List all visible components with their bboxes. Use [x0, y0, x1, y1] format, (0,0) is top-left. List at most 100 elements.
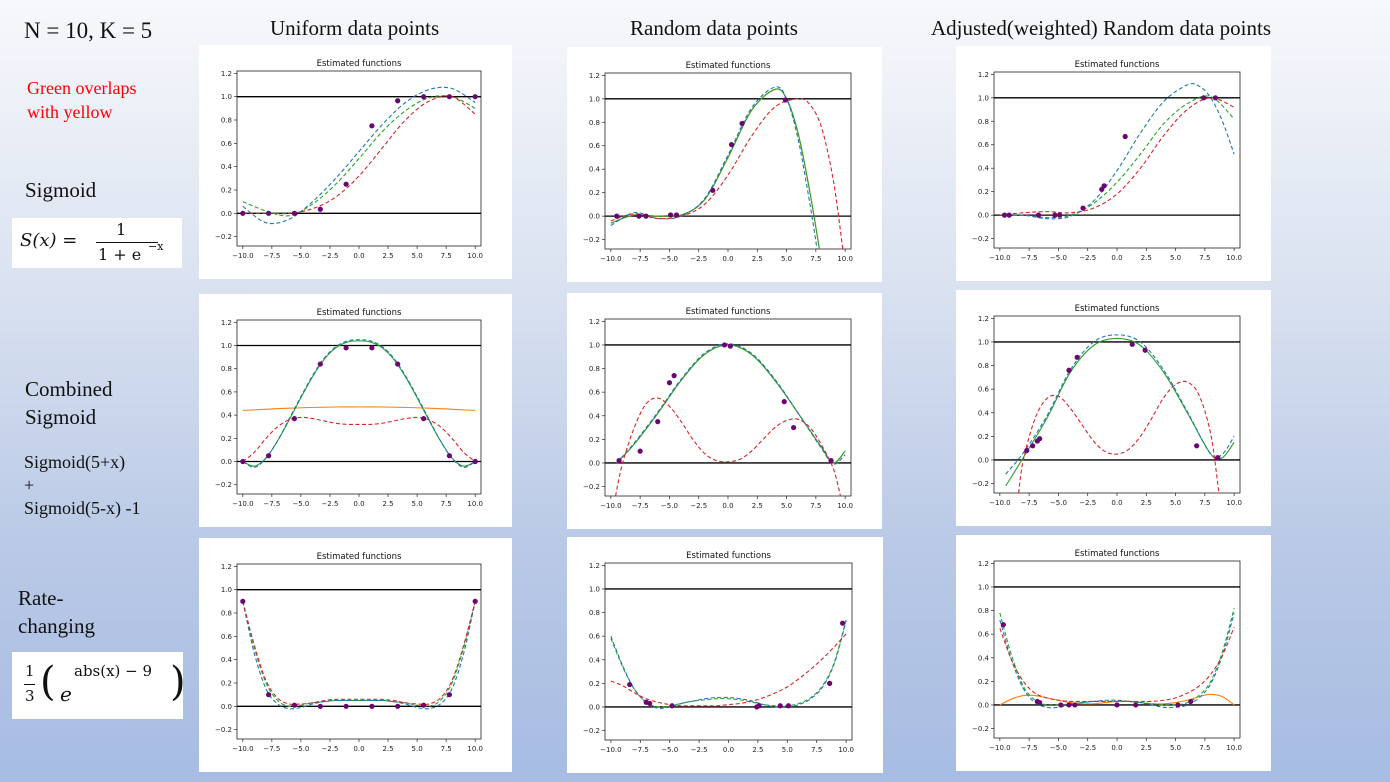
y-tick-label: 0.4: [589, 166, 601, 174]
x-tick-label: −5.0: [1050, 744, 1067, 752]
series-green-line: [999, 95, 1235, 219]
series-blue-line: [242, 86, 476, 225]
plot-area: [237, 86, 481, 225]
y-tick-label: 1.2: [221, 563, 232, 571]
y-tick-label: 0.6: [221, 388, 233, 396]
data-point: [721, 342, 728, 348]
x-tick-label: −10.0: [989, 499, 1010, 507]
x-tick-label: 10.0: [467, 500, 483, 508]
chart-title: Estimated functions: [317, 59, 402, 69]
sigmoid-formula-exp: −x: [148, 240, 164, 253]
rate-formula-exp: abs(x) − 9: [74, 662, 153, 680]
data-point: [1114, 702, 1120, 708]
data-point: [1000, 622, 1006, 628]
data-point: [655, 419, 661, 425]
x-tick-label: −10.0: [232, 500, 253, 508]
chart-title: Estimated functions: [686, 551, 771, 561]
overlap-note-line2: with yellow: [27, 102, 113, 122]
rate-paren-left: (: [40, 659, 56, 705]
plot-area: [994, 334, 1240, 493]
data-point: [446, 453, 452, 459]
y-tick-label: 0.8: [221, 117, 232, 125]
plot-area: [237, 589, 481, 710]
x-tick-label: −7.5: [632, 502, 649, 510]
data-point: [1122, 133, 1128, 140]
x-tick-label: 2.5: [1141, 499, 1152, 507]
y-tick-label: 0.2: [589, 189, 600, 197]
chart-combined-random: Estimated functions −10.0 −7.5 −5.0 −2.5 0.0 2…: [567, 293, 882, 529]
series-blue-line: [1005, 334, 1235, 475]
y-tick-label: 0.2: [589, 436, 600, 444]
y-tick-label: −0.2: [972, 725, 989, 733]
data-point: [317, 703, 323, 709]
x-tick-label: −2.5: [690, 255, 707, 263]
data-point: [266, 453, 272, 459]
data-point: [446, 94, 452, 100]
series-orange-line: [616, 344, 846, 464]
x-tick-label: −2.5: [321, 745, 338, 753]
x-tick-label: 7.5: [1199, 254, 1210, 262]
y-tick-label: −0.2: [583, 236, 600, 244]
y-tick-label: 1.0: [978, 94, 989, 102]
chart-title: Estimated functions: [686, 61, 771, 71]
data-point: [1072, 702, 1078, 708]
y-tick-label: 0.6: [221, 633, 233, 641]
data-point: [395, 703, 401, 709]
data-point: [777, 703, 783, 709]
data-point: [1175, 702, 1181, 708]
data-point: [827, 680, 833, 686]
x-tick-label: −10.0: [232, 745, 253, 753]
data-point: [1037, 700, 1043, 706]
series-blue-line: [999, 83, 1235, 220]
data-point: [668, 212, 674, 218]
chart-rate-random: Estimated functions −10.0 −7.5 −5.0 −2.5 0.0 2…: [567, 537, 883, 773]
x-tick-label: −7.5: [632, 255, 649, 263]
x-tick-label: −5.0: [1050, 499, 1067, 507]
chart-sigmoid-random: Estimated functions −10.0 −7.5 −5.0 −2.5 0.0 2…: [567, 47, 882, 282]
sigmoid-formula-lhs: S(x) =: [20, 230, 78, 251]
chart-title: Estimated functions: [1075, 60, 1160, 70]
data-point: [240, 598, 246, 604]
y-tick-label: −0.2: [583, 727, 600, 735]
x-tick-label: 5.0: [412, 745, 423, 753]
series-green-line: [1005, 337, 1235, 487]
x-tick-label: −2.5: [1079, 744, 1096, 752]
x-tick-label: 2.5: [1141, 744, 1152, 752]
data-point: [637, 448, 643, 454]
row-title-combined: Combined Sigmoid: [25, 375, 113, 431]
y-tick-label: −0.2: [583, 483, 600, 491]
data-point: [266, 210, 272, 216]
x-tick-label: 7.5: [441, 745, 452, 753]
data-point: [369, 345, 375, 351]
x-tick-label: 0.0: [353, 500, 364, 508]
data-point: [421, 416, 427, 422]
y-tick-label: 0.0: [978, 212, 989, 220]
y-tick-label: 0.8: [589, 365, 600, 373]
data-point: [636, 213, 642, 219]
chart-title: Estimated functions: [686, 307, 771, 317]
x-tick-label: −5.0: [661, 746, 678, 754]
x-tick-label: 0.0: [723, 746, 734, 754]
chart-title: Estimated functions: [317, 308, 402, 318]
data-point: [395, 98, 401, 104]
y-tick-label: 0.0: [589, 459, 600, 467]
data-point: [647, 700, 653, 707]
combined-desc-line3: Sigmoid(5-x) -1: [24, 498, 141, 518]
plot-area: [605, 588, 852, 710]
y-tick-label: −0.2: [215, 481, 232, 489]
y-tick-label: 0.0: [589, 703, 600, 711]
y-tick-label: 1.0: [221, 586, 232, 594]
x-tick-label: −5.0: [661, 502, 678, 510]
y-tick-label: 0.4: [978, 165, 990, 173]
data-point: [1057, 212, 1063, 218]
x-tick-label: −2.5: [1079, 254, 1096, 262]
x-tick-label: −10.0: [600, 255, 621, 263]
x-tick-label: 5.0: [782, 746, 793, 754]
x-tick-label: 5.0: [412, 500, 423, 508]
overlap-note: Green overlaps with yellow: [27, 76, 136, 124]
series-blue-line: [610, 620, 847, 709]
x-tick-label: 2.5: [1141, 254, 1152, 262]
x-tick-label: 2.5: [752, 255, 763, 263]
rate-formula: 1 3 ( e abs(x) − 9 ): [12, 652, 186, 719]
sigmoid-formula-num: 1: [116, 220, 127, 239]
